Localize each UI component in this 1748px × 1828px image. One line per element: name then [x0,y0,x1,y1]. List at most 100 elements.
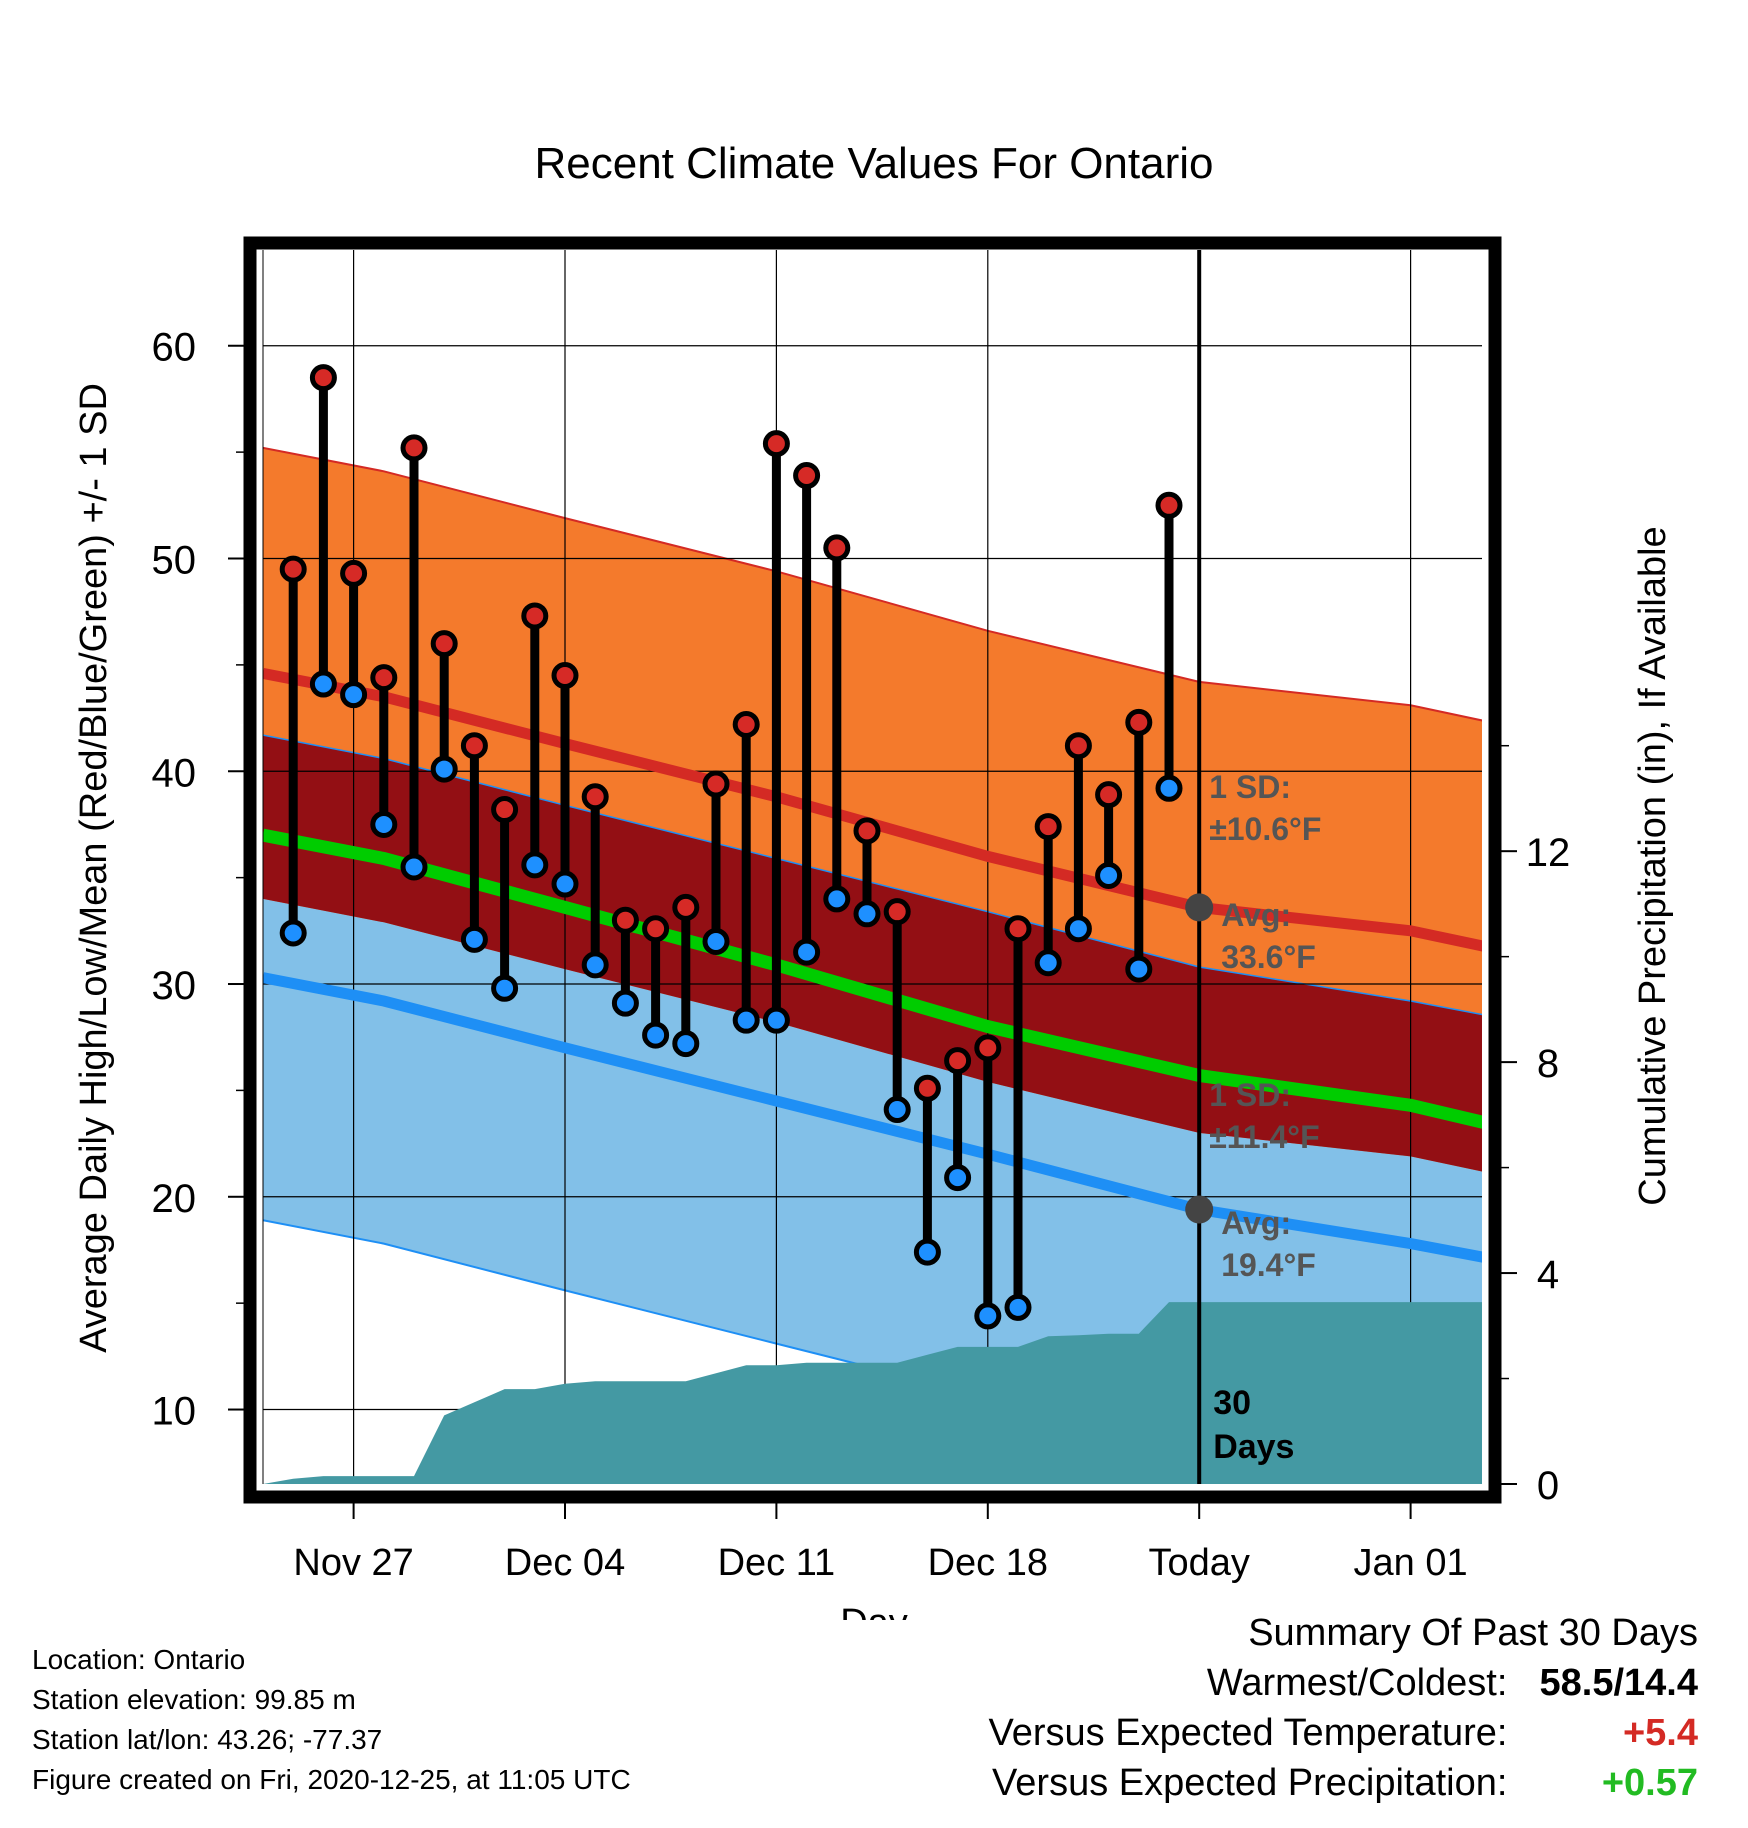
high-temp-marker [883,898,911,926]
high-temp-marker [309,364,337,392]
high-temp-marker [279,555,307,583]
high-temp-marker [672,893,700,921]
y-tick-label: 50 [152,539,197,583]
low-temp-marker [611,989,639,1017]
y2-tick-label: 12 [1526,831,1571,875]
y2-tick-label: 4 [1537,1253,1559,1297]
low-temp-marker [944,1164,972,1192]
low-temp-marker [460,925,488,953]
high-sd-label-1: 1 SD: [1209,769,1291,805]
high-temp-marker [853,817,881,845]
high-temp-marker [1064,732,1092,760]
y-tick-label: 10 [152,1390,197,1434]
high-temp-marker [762,430,790,458]
high-temp-marker [702,770,730,798]
latlon-text: Station lat/lon: 43.26; -77.37 [32,1724,383,1755]
y-axis-label: Average Daily High/Low/Mean (Red/Blue/Gr… [73,383,115,1353]
low-sd-label-1: 1 SD: [1209,1077,1291,1113]
high-temp-marker [793,462,821,490]
low-temp-marker [793,938,821,966]
high-temp-marker [611,906,639,934]
low-temp-marker [913,1238,941,1266]
climate-chart: Recent Climate Values For Ontario 1 SD: ±1… [73,139,1674,1620]
x-tick-label: Dec 18 [928,1542,1048,1584]
high-temp-marker [974,1034,1002,1062]
today-low-avg-dot [1185,1195,1214,1224]
low-temp-marker [1155,774,1183,802]
high-temp-marker [370,664,398,692]
x-tick-label: Dec 04 [505,1542,625,1584]
high-temp-marker [1095,781,1123,809]
elevation-text: Station elevation: 99.85 m [32,1684,356,1715]
low-temp-marker [581,951,609,979]
low-temp-marker [883,1096,911,1124]
high-temp-marker [1004,915,1032,943]
x-tick-label: Today [1148,1542,1249,1584]
today-high-avg-dot [1185,893,1214,922]
precip-anomaly-row: Versus Expected Precipitation: +0.57 [989,1758,1698,1808]
low-temp-marker [521,851,549,879]
high-temp-marker [913,1074,941,1102]
high-temp-marker [944,1047,972,1075]
high-temp-marker [1125,708,1153,736]
location-text: Location: Ontario [32,1644,246,1675]
chart-title: Recent Climate Values For Ontario [534,139,1213,188]
summary-panel: Summary Of Past 30 Days Warmest/Coldest:… [989,1608,1698,1808]
high-sd-label-2: ±10.6°F [1209,811,1321,847]
low-temp-marker [370,810,398,838]
low-temp-marker [1125,955,1153,983]
high-avg-label-1: Avg: [1221,897,1291,933]
high-temp-marker [430,630,458,658]
high-temp-marker [521,602,549,630]
low-avg-label-2: 19.4°F [1221,1247,1316,1283]
high-temp-marker [732,710,760,738]
low-temp-marker [551,870,579,898]
low-temp-marker [1095,862,1123,890]
low-temp-marker [762,1006,790,1034]
y2-tick-label: 8 [1537,1042,1559,1086]
high-temp-marker [642,915,670,943]
warmest-coldest-value: 58.5/14.4 [1539,1662,1698,1704]
y-tick-label: 30 [152,964,197,1008]
low-temp-marker [1034,949,1062,977]
low-temp-marker [853,900,881,928]
low-temp-marker [672,1030,700,1058]
high-temp-marker [400,434,428,462]
low-temp-marker [309,670,337,698]
high-temp-marker [460,732,488,760]
x-tick-label: Nov 27 [293,1542,413,1584]
high-temp-marker [823,534,851,562]
low-temp-marker [823,885,851,913]
low-temp-marker [642,1021,670,1049]
precip-anomaly-value: +0.57 [1601,1762,1698,1804]
x-tick-label: Jan 01 [1354,1542,1468,1584]
warmest-coldest-row: Warmest/Coldest: 58.5/14.4 [989,1658,1698,1708]
plot-frame [243,236,1502,1504]
created-text: Figure created on Fri, 2020-12-25, at 11… [32,1764,631,1795]
high-temp-marker [581,783,609,811]
days-label-2: Days [1213,1428,1294,1466]
low-temp-marker [732,1006,760,1034]
low-temp-marker [430,755,458,783]
low-temp-marker [491,974,519,1002]
high-temp-marker [491,796,519,824]
y2-axis-label: Cumulative Precipitation (in), If Availa… [1632,526,1674,1205]
x-tick-label: Dec 11 [718,1542,836,1584]
y-tick-label: 60 [152,326,197,370]
high-temp-marker [1034,813,1062,841]
high-avg-label-2: 33.6°F [1221,939,1316,975]
low-temp-marker [702,927,730,955]
high-temp-marker [551,662,579,690]
precip-area [263,1302,1482,1484]
temp-anomaly-row: Versus Expected Temperature: +5.4 [989,1708,1698,1758]
warmest-coldest-label: Warmest/Coldest: [1206,1662,1508,1704]
y-tick-label: 20 [152,1177,197,1221]
low-temp-marker [974,1302,1002,1330]
temp-anomaly-label: Versus Expected Temperature: [988,1712,1508,1754]
low-sd-label-2: ±11.4°F [1209,1119,1319,1155]
temp-anomaly-value: +5.4 [1622,1712,1698,1754]
low-temp-marker [400,853,428,881]
station-info: Location: Ontario Station elevation: 99.… [32,1640,631,1800]
precip-anomaly-label: Versus Expected Precipitation: [992,1762,1508,1804]
plot-area: 1 SD: ±10.6°F Avg: 33.6°F 1 SD: ±11.4°F Avg: 19… [263,250,1482,1484]
